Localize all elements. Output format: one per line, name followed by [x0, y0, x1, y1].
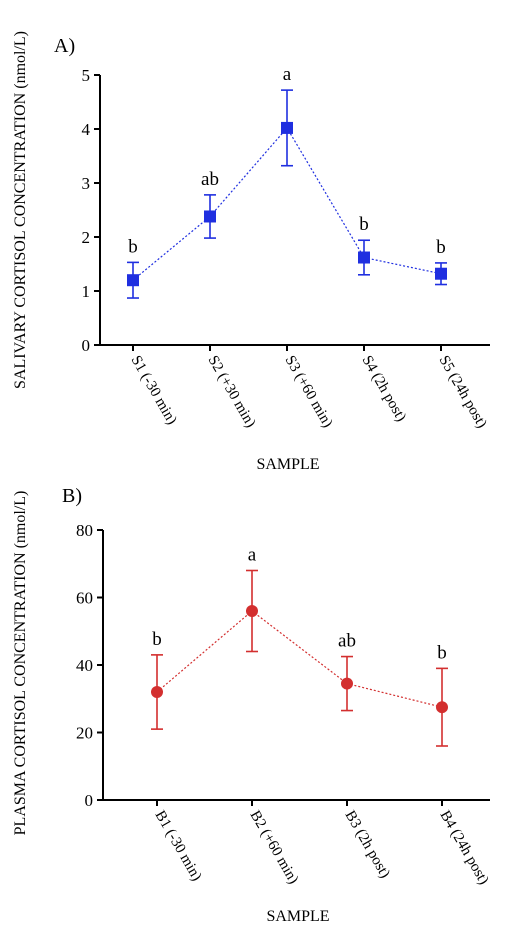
- panel-b-x-tick-label: B3 (2h post): [342, 808, 393, 881]
- panel-a-y-axis-title: SALIVARY CORTISOL CONCENTRATION (nmol/L): [12, 31, 29, 389]
- panel-a-x-tick-label: S5 (24h post): [436, 353, 490, 431]
- panel-a-chart: A) SALIVARY CORTISOL CONCENTRATION (nmol…: [12, 31, 490, 473]
- panel-b-label: B): [62, 485, 82, 507]
- panel-a-data-point: [281, 121, 293, 134]
- panel-b-y-axis-title: PLASMA CORTISOL CONCENTRATION (nmol/L): [12, 491, 29, 836]
- panel-b-chart: B) PLASMA CORTISOL CONCENTRATION (nmol/L…: [12, 485, 492, 925]
- panel-b-significance-label: b: [152, 629, 162, 650]
- panel-a-significance-label: ab: [201, 169, 219, 190]
- panel-a-significance-label: a: [283, 64, 292, 85]
- panel-b-x-axis-title: SAMPLE: [266, 908, 329, 925]
- panel-b-significance-label: a: [248, 545, 257, 566]
- panel-a-x-tick-label: S2 (+30 min): [205, 353, 259, 430]
- panel-a-y-tick-label: 2: [82, 228, 91, 247]
- panel-a-x-tick-label: S4 (2h post): [359, 353, 410, 425]
- panel-b-x-tick-label: B4 (24h post): [437, 808, 492, 887]
- panel-a-data-point: [204, 210, 216, 223]
- panel-a-data-point: [127, 274, 139, 287]
- panel-a-y-tick-label: 1: [82, 282, 91, 301]
- panel-a-x-axis-title: SAMPLE: [256, 456, 319, 473]
- panel-a-significance-label: b: [128, 236, 138, 257]
- panel-b-y-tick-label: 80: [76, 521, 93, 540]
- panel-b-y-tick-label: 20: [76, 724, 93, 743]
- panel-a-label: A): [54, 35, 75, 57]
- panel-b-x-tick-label: B2 (+60 min): [247, 808, 302, 887]
- panel-a-data-point: [435, 267, 447, 280]
- panel-a-y-tick-label: 5: [82, 66, 91, 85]
- panel-a-data-point: [358, 251, 370, 264]
- panel-b-y-tick-label: 0: [85, 791, 94, 810]
- panel-a-y-tick-label: 4: [82, 120, 91, 139]
- panel-b-data-point: [341, 677, 353, 690]
- panel-a-axes: 0 1 2 3 4 5 S1 (-30 min) S2 (+30 min) S3 (+60 mi…: [82, 66, 490, 431]
- panel-a-significance-label: b: [436, 237, 446, 258]
- panel-a-y-tick-label: 0: [82, 336, 91, 355]
- panel-b-y-tick-label: 60: [76, 589, 93, 608]
- panel-b-data-point: [246, 605, 258, 617]
- panel-b-y-tick-label: 40: [76, 656, 93, 675]
- panel-a-x-tick-label: S3 (+60 min): [282, 353, 336, 430]
- panel-b-data-point: [151, 686, 163, 698]
- panel-a-significance-label: b: [359, 214, 369, 235]
- panel-b-data-point: [436, 701, 448, 714]
- panel-b-x-tick-label: B1 (-30 min): [152, 808, 205, 884]
- panel-b-series-line: [156, 610, 443, 708]
- panel-b-marks: b a ab b: [151, 545, 448, 747]
- panel-b-significance-label: ab: [338, 631, 356, 652]
- panel-a-x-tick-label: S1 (-30 min): [128, 353, 180, 427]
- panel-b-significance-label: b: [437, 642, 447, 663]
- panel-a-y-tick-label: 3: [82, 174, 91, 193]
